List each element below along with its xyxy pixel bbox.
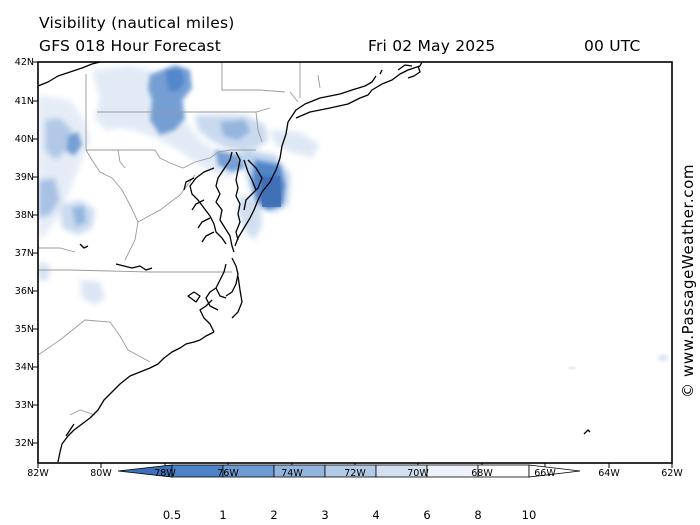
lon-label: 70W — [407, 468, 429, 479]
lat-label: 34N — [14, 362, 34, 373]
colorbar-label: 6 — [423, 508, 431, 522]
lat-label: 38N — [14, 210, 34, 221]
lat-label: 33N — [14, 400, 34, 411]
lat-label: 35N — [14, 324, 34, 335]
lon-label: 66W — [534, 468, 556, 479]
colorbar-label: 3 — [321, 508, 329, 522]
lat-label: 32N — [14, 438, 34, 449]
lon-label: 80W — [90, 468, 112, 479]
state-borders — [38, 62, 321, 416]
colorbar-label: 0.5 — [162, 508, 182, 522]
colorbar-label: 2 — [270, 508, 278, 522]
colorbar-segment — [528, 464, 581, 478]
coastline — [38, 62, 591, 463]
product-title: Visibility (nautical miles) — [39, 14, 235, 32]
lat-label: 37N — [14, 248, 34, 259]
lon-label: 68W — [471, 468, 493, 479]
site-credit: © www.PassageWeather.com — [679, 163, 697, 398]
lon-label: 62W — [661, 468, 683, 479]
lon-label: 74W — [281, 468, 303, 479]
colorbar — [117, 464, 581, 478]
colorbar-label: 8 — [474, 508, 482, 522]
lon-label: 76W — [217, 468, 239, 479]
model-title: GFS 018 Hour Forecast — [39, 37, 221, 55]
lat-label: 36N — [14, 286, 34, 297]
colorbar-label: 1 — [219, 508, 227, 522]
colorbar-label: 4 — [372, 508, 380, 522]
forecast-date: Fri 02 May 2025 — [368, 37, 496, 55]
forecast-time: 00 UTC — [584, 37, 641, 55]
lat-label: 39N — [14, 172, 34, 183]
lon-label: 72W — [344, 468, 366, 479]
lat-label: 41N — [14, 96, 34, 107]
lon-label: 82W — [27, 468, 49, 479]
lat-label: 40N — [14, 134, 34, 145]
lon-label: 64W — [598, 468, 620, 479]
lat-label: 42N — [14, 57, 34, 68]
lon-label: 78W — [154, 468, 176, 479]
colorbar-label: 10 — [521, 508, 537, 522]
